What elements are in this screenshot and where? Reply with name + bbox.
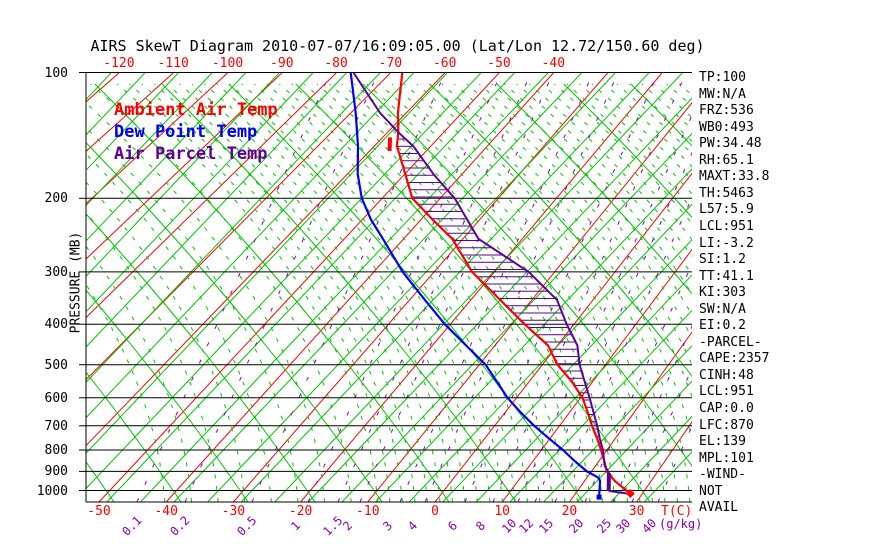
info-line: PW:34.48	[699, 136, 762, 152]
info-line: TP:100	[699, 70, 746, 85]
info-line: LCL:951	[699, 384, 754, 400]
legend-dew-point-temp: Dew Point Temp	[114, 122, 258, 142]
info-line: L57:5.9	[699, 202, 754, 218]
info-line: TH:5463	[699, 185, 754, 201]
top-temp-tick: -80	[324, 56, 348, 71]
bottom-temp-tick: 0	[431, 504, 439, 519]
info-line: EI:0.2	[699, 318, 746, 334]
top-temp-tick: -120	[103, 56, 135, 71]
info-line: CAP:0.0	[699, 401, 754, 416]
pressure-tick: 500	[44, 357, 68, 373]
info-line: MPL:101	[699, 450, 754, 466]
bottom-temp-tick: 20	[561, 504, 578, 519]
info-line: FRZ:536	[699, 103, 754, 119]
pressure-tick: 800	[44, 442, 68, 458]
pressure-tick: 400	[44, 317, 68, 333]
top-temp-tick: -60	[432, 56, 457, 71]
bottom-temp-tick: 10	[494, 504, 511, 519]
top-temp-tick: -50	[487, 56, 511, 71]
info-line: LFC:870	[699, 417, 754, 433]
info-line: LI:-3.2	[699, 235, 754, 251]
pressure-tick: 300	[44, 264, 68, 280]
info-line: SI:1.2	[699, 252, 746, 268]
temperature-unit-label: T(C)	[661, 504, 693, 519]
info-line: RH:65.1	[699, 152, 754, 168]
top-temp-tick: -70	[378, 56, 403, 71]
info-line: LCL:951	[699, 218, 754, 234]
info-line: -WIND-	[699, 467, 746, 483]
top-temp-tick: -110	[157, 56, 189, 71]
info-line: NOT	[699, 483, 723, 499]
bottom-temp-tick: -50	[87, 504, 111, 519]
info-line: WB0:493	[699, 119, 754, 135]
info-line: EL:139	[699, 434, 746, 450]
info-line: CINH:48	[699, 367, 754, 383]
info-line: MW:N/A	[699, 86, 746, 102]
page-title: AIRS SkewT Diagram 2010-07-07/16:09:05.0…	[90, 37, 705, 55]
info-line: TT:41.1	[699, 268, 754, 284]
pressure-tick: 600	[44, 390, 68, 406]
info-line: AVAIL	[699, 500, 739, 516]
bottom-temp-tick: -30	[221, 504, 246, 519]
pressure-tick: 200	[44, 191, 68, 207]
bottom-temp-tick: 30	[628, 504, 645, 519]
info-line: MAXT:33.8	[699, 169, 770, 185]
pressure-tick: 700	[44, 418, 68, 434]
info-line: SW:N/A	[699, 301, 746, 317]
top-temp-tick: -90	[270, 56, 294, 71]
info-line: -PARCEL-	[699, 334, 762, 350]
bottom-temp-tick: -40	[154, 504, 178, 519]
pressure-tick: 900	[44, 464, 68, 480]
bottom-temp-tick: -20	[288, 504, 313, 519]
pressure-axis-label: PRESSURE (MB)	[68, 231, 84, 334]
legend-ambient-air-temp: Ambient Air Temp	[114, 100, 278, 120]
top-temp-tick: -100	[211, 56, 244, 71]
info-line: CAPE:2357	[699, 351, 770, 367]
top-temp-tick: -40	[541, 56, 566, 71]
info-line: KI:303	[699, 285, 746, 301]
pressure-tick: 1000	[36, 483, 68, 499]
legend-air-parcel-temp: Air Parcel Temp	[114, 144, 268, 164]
pressure-tick: 100	[44, 65, 68, 81]
mixing-ratio-unit-label: (g/kg)	[659, 517, 703, 531]
bottom-temp-tick: -10	[356, 504, 380, 519]
